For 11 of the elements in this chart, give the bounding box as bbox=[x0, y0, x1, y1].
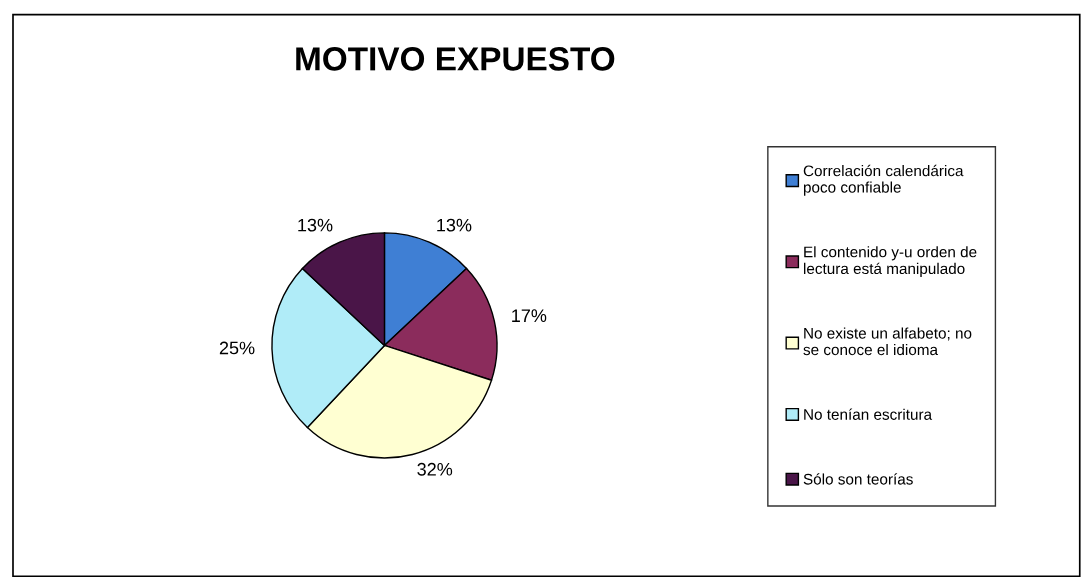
legend-label: El contenido y-u orden de lectura está manipulado bbox=[804, 246, 977, 278]
data-label: 32% bbox=[417, 462, 453, 476]
chart-title: MOTIVO EXPUESTO bbox=[296, 47, 615, 71]
data-label: 13% bbox=[298, 218, 333, 232]
legend-label: No tenían escritura bbox=[804, 408, 933, 420]
legend-label: No existe un alfabeto; no se conoce el idioma bbox=[803, 327, 972, 356]
data-label: 25% bbox=[219, 341, 255, 355]
legend-label: Sólo son teorías bbox=[803, 473, 913, 485]
data-label: 17% bbox=[512, 309, 547, 322]
data-label: 13% bbox=[437, 218, 472, 232]
legend-label: Correlación calendárica poco confiable bbox=[803, 164, 964, 196]
